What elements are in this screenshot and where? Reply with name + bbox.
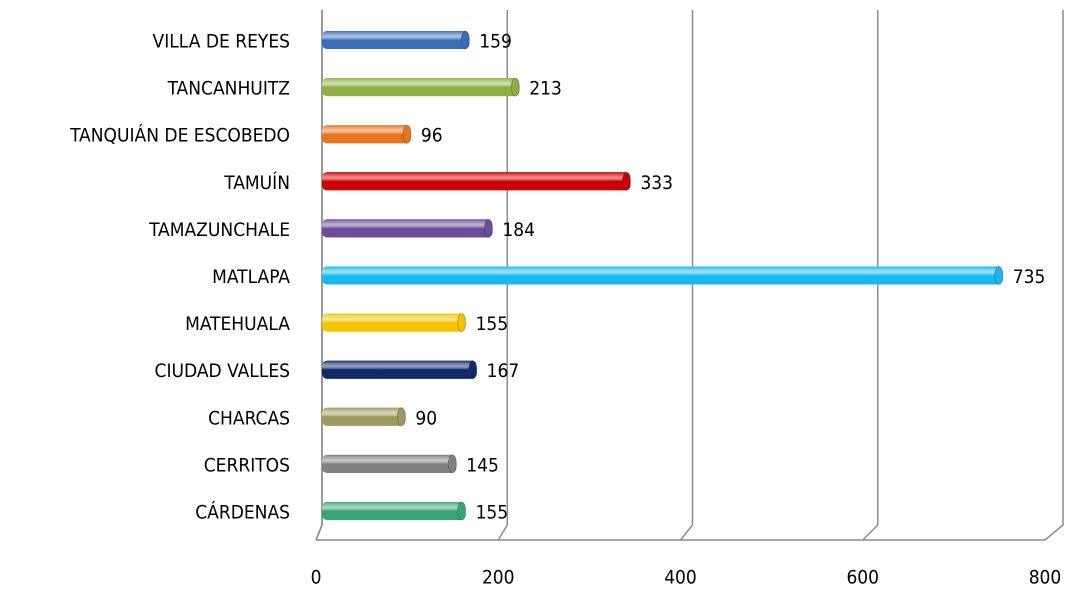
bar-shine [322,172,631,191]
bar-cap [457,501,467,521]
y-tick-label: CERRITOS [204,454,290,476]
data-label: 96 [421,125,443,147]
y-tick-label: CÁRDENAS [195,501,290,524]
bar-shine [322,219,493,238]
data-label: 155 [476,313,509,335]
data-label: 90 [415,407,437,429]
x-tick-label: 200 [482,567,515,589]
bar-cap [994,266,1004,285]
bar-shine [322,313,466,332]
grid-line [679,10,694,541]
bar-shine [322,407,406,426]
data-label: 145 [466,454,499,476]
bar-shine [322,78,520,97]
data-label: 184 [502,219,535,241]
y-tick-label: TAMUÍN [223,171,290,194]
bar-cap [460,30,470,50]
bar-shine [322,360,477,379]
data-label: 155 [476,502,509,524]
y-tick-label: CIUDAD VALLES [155,360,290,382]
grid-line [1044,10,1064,541]
bar-cap [402,124,412,144]
data-label: 159 [479,31,512,53]
data-label: 333 [640,172,673,194]
bar-shine [322,125,411,144]
y-tick-label: TAMAZUNCHALE [148,219,290,241]
bar-cap [447,454,457,474]
y-tick-label: TANCANHUITZ [167,78,290,100]
bar-shine [322,266,1003,285]
bar-cap [483,218,493,238]
x-tick-label: 800 [1029,567,1062,589]
y-tick-label: VILLA DE REYES [153,31,290,53]
bar-cap [468,360,478,380]
grid-line [862,10,879,541]
bar-cap [621,171,631,191]
grid-line [315,10,323,541]
bar-cap [457,313,467,333]
axis-wall [315,10,323,541]
data-label: 167 [487,360,520,382]
y-tick-label: MATEHUALA [185,313,290,335]
bar-cap [510,77,520,97]
x-tick-label: 600 [846,567,879,589]
bar-shine [322,31,470,49]
y-tick-label: MATLAPA [212,266,290,288]
bar-cap [396,407,406,427]
y-tick-label: CHARCAS [208,407,290,429]
x-tick-label: 400 [664,567,697,589]
x-tick-label: 0 [311,567,322,589]
y-tick-label: TANQUIÁN DE ESCOBEDO [69,124,290,147]
bar-shine [322,502,466,520]
data-label: 213 [529,78,562,100]
bar-shine [322,454,457,473]
data-label: 735 [1013,266,1046,288]
